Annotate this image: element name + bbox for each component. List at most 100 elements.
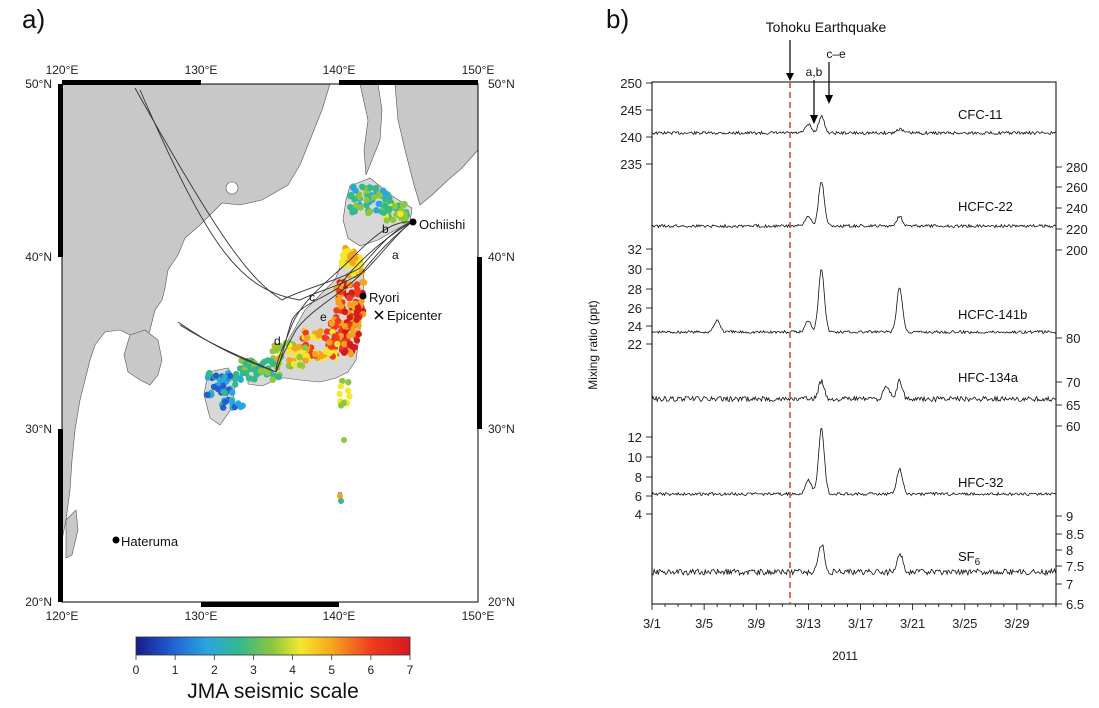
y-axis-label: Mixing ratio (ppt) xyxy=(586,300,600,389)
event-label: Tohoku Earthquake xyxy=(766,19,887,35)
seismic-dot xyxy=(301,344,309,351)
seismic-dot xyxy=(222,398,229,406)
right-tick-label: 220 xyxy=(1066,222,1088,237)
lat-tick-left: 30°N xyxy=(25,422,52,436)
seismic-dot xyxy=(304,334,311,341)
seismic-dot xyxy=(232,381,239,388)
seismic-dot xyxy=(341,437,347,443)
lon-tick-top: 120°E xyxy=(46,63,79,77)
seismic-dot xyxy=(309,333,316,340)
seismic-dot xyxy=(336,390,343,398)
series-label: HCFC-22 xyxy=(958,199,1013,214)
seismic-dot xyxy=(353,337,361,344)
seismic-dot xyxy=(383,217,390,224)
trajectory-path xyxy=(177,321,277,373)
seismic-dot xyxy=(386,205,393,213)
marker-label-ce: c–e xyxy=(826,47,846,61)
colorbar-tick-label: 5 xyxy=(328,663,335,677)
seismic-dot xyxy=(342,348,349,355)
seismic-dot xyxy=(229,389,236,396)
seismic-dot xyxy=(341,308,348,315)
seismic-dot xyxy=(346,340,354,348)
left-tick-label: 30 xyxy=(628,262,642,277)
series-trace-1 xyxy=(651,181,1056,229)
seismic-dot xyxy=(335,300,342,307)
seismic-dot xyxy=(239,369,246,377)
right-tick-label: 7 xyxy=(1066,577,1073,592)
timeseries-panel: Tohoku Earthquake a,b c–e CFC-11 HCFC-22… xyxy=(586,19,1088,663)
seismic-dot xyxy=(295,343,302,351)
seismic-dot xyxy=(350,184,357,192)
colorbar-tick-label: 3 xyxy=(250,663,257,677)
right-tick-label: 8.5 xyxy=(1066,527,1084,542)
seismic-dot xyxy=(351,208,358,215)
right-tick-label: 280 xyxy=(1066,160,1088,175)
seismic-dot xyxy=(354,286,361,293)
lon-tick-bottom: 120°E xyxy=(46,609,79,623)
seismic-dot xyxy=(341,248,349,256)
seismic-dot xyxy=(401,200,408,208)
seismic-dot xyxy=(340,399,347,407)
seismic-dot xyxy=(296,361,304,369)
series-trace-0 xyxy=(651,114,1056,136)
colorbar-tick-label: 7 xyxy=(407,663,414,677)
right-tick-label: 9 xyxy=(1066,509,1073,524)
seismic-dot xyxy=(334,340,341,348)
seismic-dot xyxy=(365,209,372,217)
map-panel: 120°E 130°E 140°E 150°E 120°E 130°E 140°… xyxy=(25,63,515,703)
right-tick-label: 200 xyxy=(1066,243,1088,258)
right-tick-label: 65 xyxy=(1066,398,1080,413)
marker-arrowhead-ab xyxy=(810,115,818,124)
seismic-dot xyxy=(334,317,342,325)
seismic-dot xyxy=(344,387,352,394)
right-tick-label: 7.5 xyxy=(1066,559,1084,574)
left-tick-label: 245 xyxy=(620,103,642,118)
seismic-dot xyxy=(302,352,309,360)
seismic-dot xyxy=(328,320,335,327)
trajectory-path xyxy=(275,221,413,373)
seismic-dot xyxy=(326,339,333,346)
series-trace-5 xyxy=(651,544,1056,577)
series-label-sf6: SF6 xyxy=(958,549,981,568)
left-tick-label: 24 xyxy=(628,319,642,334)
x-tick-label: 3/29 xyxy=(1004,616,1029,631)
map-border-bars xyxy=(58,80,482,607)
right-tick-label: 260 xyxy=(1066,180,1088,195)
left-tick-label: 8 xyxy=(635,470,642,485)
epicenter-icon xyxy=(374,310,384,320)
colorbar-title: JMA seismic scale xyxy=(187,680,359,703)
seismic-dot xyxy=(245,363,253,370)
seismic-dot xyxy=(353,202,360,209)
station-marker-ryori xyxy=(359,292,367,300)
seismic-dot xyxy=(380,187,387,194)
lat-tick-right: 20°N xyxy=(488,595,515,609)
colorbar-ticks: 0 1 2 3 4 5 6 7 xyxy=(133,655,414,677)
marker-arrowhead-ce xyxy=(825,95,833,104)
right-tick-label: 60 xyxy=(1066,419,1080,434)
seismic-dot xyxy=(402,214,409,222)
right-tick-label: 6.5 xyxy=(1066,597,1084,612)
seismic-dot xyxy=(331,333,338,340)
station-label-ochiishi: Ochiishi xyxy=(419,217,465,232)
colorbar-tick-label: 4 xyxy=(289,663,296,677)
seismic-dot xyxy=(348,289,355,296)
seismic-dot xyxy=(346,393,353,400)
left-tick-label: 6 xyxy=(635,489,642,504)
seismic-dot xyxy=(286,357,293,364)
lon-tick-bottom: 140°E xyxy=(323,609,356,623)
left-tick-label: 32 xyxy=(628,242,642,257)
back-trajectories xyxy=(134,87,413,373)
trajectory-label-d: d xyxy=(274,334,281,348)
seismic-dot xyxy=(375,200,382,208)
left-tick-label: 12 xyxy=(628,430,642,445)
left-tick-label: 28 xyxy=(628,282,642,297)
seismic-dot xyxy=(315,332,322,339)
trajectory-label-e: e xyxy=(320,310,327,324)
seismic-dot xyxy=(341,254,348,261)
colorbar-tick-label: 0 xyxy=(133,663,140,677)
seismic-dot xyxy=(272,347,280,354)
seismic-dot xyxy=(269,359,276,366)
trajectory-label-c: c xyxy=(309,290,315,304)
x-tick-label: 3/17 xyxy=(848,616,873,631)
seismic-dot xyxy=(347,204,354,211)
